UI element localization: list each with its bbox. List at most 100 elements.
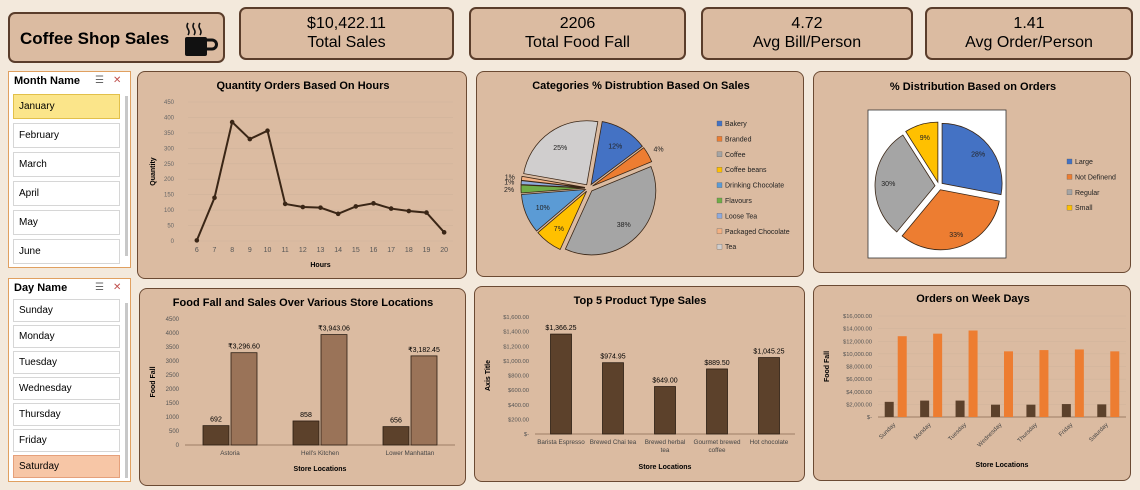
pie-data-label: 38% [617,222,631,229]
bar-data-label: $1,045.25 [753,349,784,356]
x-tick-label: 16 [370,247,378,254]
bar [706,368,728,435]
y-tick-label: $10,000.00 [843,352,872,358]
x-tick-label: Lower Manhattan [386,450,435,457]
x-axis-title: Store Locations [976,462,1029,469]
y-tick-label: $12,000.00 [843,339,872,345]
y-tick-label: 400 [164,115,175,121]
y-tick-label: 50 [167,224,174,230]
chart-title: Food Fall and Sales Over Various Store L… [173,297,433,309]
x-tick-label: 6 [195,247,199,254]
pie-data-label: 28% [971,152,985,159]
slicer-item-monday[interactable]: Monday [13,325,120,348]
scrollbar[interactable] [125,96,128,256]
x-tick-label: 15 [352,247,360,254]
y-tick-label: 350 [164,131,175,137]
y-tick-label: $8,000.00 [846,365,872,371]
slicer-item-saturday[interactable]: Saturday [13,455,120,478]
y-axis-title: Food Fall [150,366,157,397]
pie-data-label: 7% [554,226,564,233]
multi-select-icon[interactable]: ☰ [95,282,104,293]
bar [897,336,907,417]
legend-swatch [716,213,723,219]
slicer-item-sunday[interactable]: Sunday [13,299,120,322]
day-slicer: Day Name ☰ ✕ Sunday Monday Tuesday Wednesda… [8,278,131,482]
clear-filter-icon[interactable]: ✕ [113,282,122,293]
slicer-item-march[interactable]: March [13,152,120,177]
bar-data-label: 656 [390,418,402,425]
y-tick-label: 2000 [166,387,180,393]
y-tick-label: 2500 [166,373,180,379]
y-tick-label: 450 [164,100,175,106]
legend-entry: Large [1075,159,1093,166]
pie-data-label: 1% [505,175,515,182]
kpi-value: 1.41 [1013,15,1045,32]
slicer-item-wednesday[interactable]: Wednesday [13,377,120,400]
coffee-cup-icon [185,22,218,56]
x-tick-label: Friday [1058,422,1074,438]
slicer-title: Month Name [14,75,80,87]
dashboard-title-box: Coffee Shop Sales [8,12,225,63]
bar [920,400,930,417]
month-slicer: Month Name ☰ ✕ January February March April… [8,71,131,268]
pie-data-label: 25% [553,145,567,152]
pie-slice [564,165,657,256]
multi-select-icon[interactable]: ☰ [95,75,104,86]
product-bar-chart-panel: Top 5 Product Type Sales $- $200.00 $400.00… [474,286,805,482]
slicer-item-may[interactable]: May [13,210,120,235]
legend-entry: Packaged Chocolate [725,229,790,236]
y-tick-label: 4000 [166,331,180,337]
x-tick-label: 9 [248,247,252,254]
x-tick-label: Saturday [1088,422,1109,443]
kpi-value: 4.72 [791,15,823,32]
scrollbar[interactable] [125,303,128,478]
data-point [300,204,306,210]
orders-pie-chart-panel: % Distribution Based on Orders 28% 33% 30% 9… [813,71,1131,273]
bar [382,426,410,446]
slicer-item-january[interactable]: January [13,94,120,119]
weekday-bar-chart-panel: Orders on Week Days $- $2,000.00 $4,000.00 $… [813,285,1131,481]
bar [292,420,320,446]
data-point [441,230,447,235]
x-tick-label: 19 [423,247,431,254]
slicer-item-february[interactable]: February [13,123,120,148]
slicer-item-june[interactable]: June [13,239,120,264]
bar-data-label: $974.95 [600,354,625,361]
y-tick-label: $16,000.00 [843,314,872,320]
slicer-item-tuesday[interactable]: Tuesday [13,351,120,374]
pie-data-label: 10% [536,205,550,212]
bar [991,404,1000,417]
hours-line-chart: Quantity Orders Based On Hours 0 50 100 150 2… [150,80,453,269]
x-tick-label: 17 [387,247,395,254]
y-axis-title: Food Fall [824,351,831,382]
pie-slice [901,189,1000,251]
slicer-item-friday[interactable]: Friday [13,429,120,452]
x-tick-label: Brewed herbal [645,439,686,446]
bar-data-label: 692 [210,417,222,424]
legend-swatch [1066,158,1073,165]
x-tick-label: Hell's Kitchen [301,450,339,457]
legend-entry: Regular [1075,190,1100,197]
legend-entry: Not Definend [1075,174,1116,181]
x-tick-label: Barista Espresso [537,439,585,446]
bar [654,386,676,435]
y-tick-label: $14,000.00 [843,327,872,333]
pie-slice [521,189,587,232]
slicer-item-thursday[interactable]: Thursday [13,403,120,426]
x-axis-title: Hours [310,262,330,269]
hours-line-chart-panel: Quantity Orders Based On Hours 0 50 100 150 2… [137,71,467,279]
y-tick-label: $200.00 [508,417,529,423]
data-point [265,128,270,134]
legend-swatch [716,182,723,188]
pie-slice [592,147,653,187]
y-tick-label: $800.00 [508,374,529,380]
clear-filter-icon[interactable]: ✕ [113,75,122,86]
kpi-value: $10,422.11 [307,15,386,32]
kpi-label: Total Sales [307,34,386,51]
category-pie-chart: Categories % Distrubtion Based On Sales 1… [504,80,790,256]
slicer-item-april[interactable]: April [13,181,120,206]
y-tick-label: $600.00 [508,388,529,394]
y-tick-label: $- [524,432,529,438]
data-point [388,206,394,211]
x-tick-label: 13 [317,247,325,254]
